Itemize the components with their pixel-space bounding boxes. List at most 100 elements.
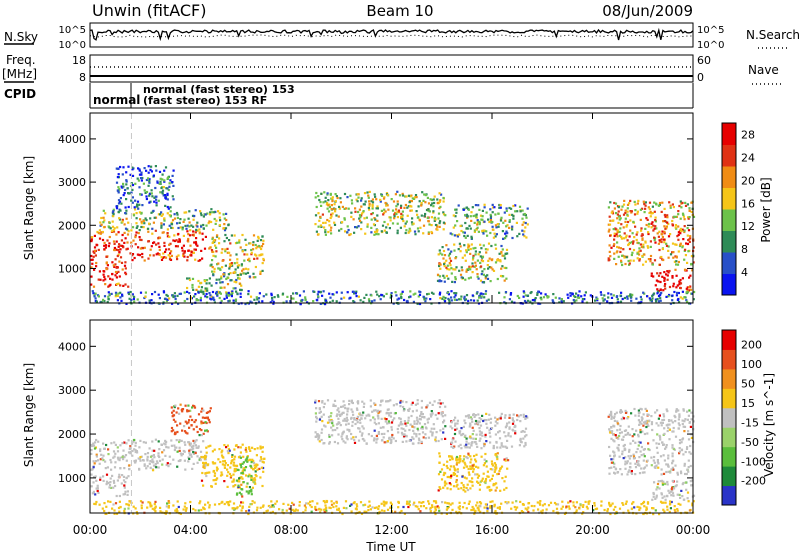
data-cell bbox=[656, 486, 658, 488]
data-cell bbox=[449, 482, 451, 484]
data-cell bbox=[195, 452, 197, 454]
data-cell bbox=[665, 499, 667, 501]
data-cell bbox=[409, 440, 411, 442]
data-cell bbox=[366, 415, 368, 417]
data-cell bbox=[312, 300, 314, 302]
data-cell bbox=[366, 217, 368, 219]
data-cell bbox=[249, 503, 251, 505]
data-cell bbox=[388, 414, 390, 416]
data-cell bbox=[206, 282, 208, 284]
data-cell bbox=[195, 237, 197, 239]
data-cell bbox=[645, 261, 647, 263]
data-cell bbox=[173, 234, 175, 236]
data-cell bbox=[330, 194, 332, 196]
data-cell bbox=[297, 509, 299, 511]
data-cell bbox=[238, 264, 240, 266]
data-cell bbox=[544, 503, 546, 505]
data-cell bbox=[106, 262, 108, 264]
data-cell bbox=[127, 222, 129, 224]
data-cell bbox=[142, 501, 144, 503]
data-cell bbox=[680, 206, 682, 208]
data-cell bbox=[140, 292, 142, 294]
data-cell bbox=[603, 294, 605, 296]
colorbar-swatch bbox=[722, 188, 736, 210]
data-cell bbox=[112, 210, 114, 212]
data-cell bbox=[455, 294, 457, 296]
data-cell bbox=[149, 217, 151, 219]
data-cell bbox=[421, 400, 423, 402]
data-cell bbox=[236, 262, 238, 264]
data-cell bbox=[691, 211, 693, 213]
data-cell bbox=[685, 482, 687, 484]
data-cell bbox=[666, 245, 668, 247]
data-cell bbox=[151, 189, 153, 191]
data-cell bbox=[661, 202, 663, 204]
data-cell bbox=[643, 201, 645, 203]
data-cell bbox=[465, 260, 467, 262]
data-cell bbox=[634, 473, 636, 475]
data-cell bbox=[262, 235, 264, 237]
data-cell bbox=[617, 298, 619, 300]
data-cell bbox=[163, 242, 165, 244]
data-cell bbox=[690, 426, 692, 428]
data-cell bbox=[214, 504, 216, 506]
data-cell bbox=[633, 260, 635, 262]
data-cell bbox=[151, 458, 153, 460]
data-cell bbox=[138, 232, 140, 234]
data-cell bbox=[324, 403, 326, 405]
data-cell bbox=[258, 254, 260, 256]
data-cell bbox=[199, 231, 201, 233]
data-cell bbox=[120, 300, 122, 302]
data-cell bbox=[347, 408, 349, 410]
data-cell bbox=[472, 206, 474, 208]
data-cell bbox=[472, 257, 474, 259]
data-cell bbox=[397, 506, 399, 508]
data-cell bbox=[472, 464, 474, 466]
data-cell bbox=[454, 276, 456, 278]
data-cell bbox=[415, 505, 417, 507]
data-cell bbox=[372, 206, 374, 208]
data-cell bbox=[572, 501, 574, 503]
data-cell bbox=[189, 454, 191, 456]
data-cell bbox=[377, 415, 379, 417]
data-cell bbox=[435, 500, 437, 502]
data-cell bbox=[615, 263, 617, 265]
data-cell bbox=[485, 478, 487, 480]
data-cell bbox=[620, 292, 622, 294]
data-cell bbox=[635, 451, 637, 453]
data-cell bbox=[615, 203, 617, 205]
colorbar-swatch bbox=[722, 166, 736, 188]
data-cell bbox=[667, 250, 669, 252]
data-cell bbox=[127, 286, 129, 288]
data-cell bbox=[464, 477, 466, 479]
data-cell bbox=[451, 272, 453, 274]
data-cell bbox=[218, 242, 220, 244]
data-cell bbox=[327, 204, 329, 206]
data-cell bbox=[141, 179, 143, 181]
data-cell bbox=[517, 295, 519, 297]
data-cell bbox=[483, 268, 485, 270]
data-cell bbox=[397, 501, 399, 503]
data-cell bbox=[501, 466, 503, 468]
data-cell bbox=[361, 414, 363, 416]
data-cell bbox=[459, 455, 461, 457]
data-cell bbox=[653, 459, 655, 461]
data-cell bbox=[233, 300, 235, 302]
data-cell bbox=[328, 419, 330, 421]
data-cell bbox=[674, 415, 676, 417]
data-cell bbox=[439, 249, 441, 251]
data-cell bbox=[636, 239, 638, 241]
data-cell bbox=[177, 407, 179, 409]
data-cell bbox=[454, 433, 456, 435]
data-cell bbox=[145, 217, 147, 219]
data-cell bbox=[351, 199, 353, 201]
data-cell bbox=[117, 176, 119, 178]
data-cell bbox=[346, 435, 348, 437]
data-cell bbox=[621, 411, 623, 413]
data-cell bbox=[103, 210, 105, 212]
data-cell bbox=[219, 461, 221, 463]
data-cell bbox=[320, 193, 322, 195]
data-cell bbox=[432, 404, 434, 406]
data-cell bbox=[621, 453, 623, 455]
data-cell bbox=[412, 402, 414, 404]
